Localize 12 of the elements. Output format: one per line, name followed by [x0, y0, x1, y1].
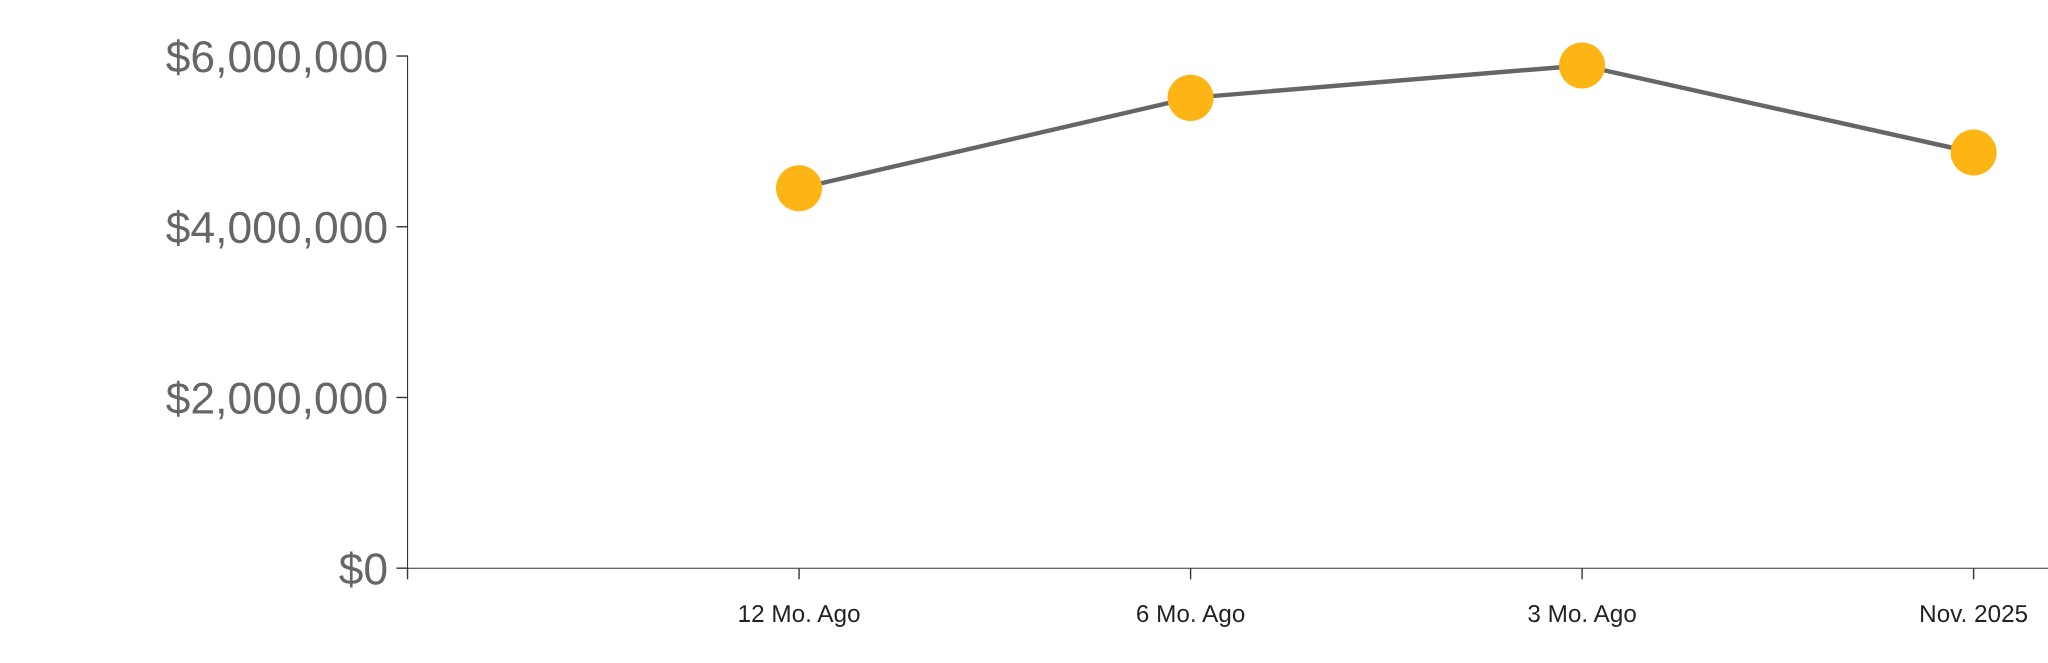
point [1950, 129, 1997, 176]
point [776, 165, 823, 212]
x-tick-label: Nov. 2025 [1921, 604, 2028, 623]
point [1167, 74, 1214, 121]
x-tick-label: 6 Mo. Ago [1137, 604, 1245, 627]
x-tick-label: 12 Mo. Ago [739, 604, 860, 627]
point [1559, 42, 1606, 89]
x-tick-label: 3 Mo. Ago [1528, 604, 1636, 627]
y-tick-label: $4,000,000 [166, 209, 387, 249]
y-tick-label: $0 [339, 551, 387, 588]
y-tick-label: $2,000,000 [166, 380, 387, 420]
y-tick-label: $6,000,000 [166, 39, 387, 78]
